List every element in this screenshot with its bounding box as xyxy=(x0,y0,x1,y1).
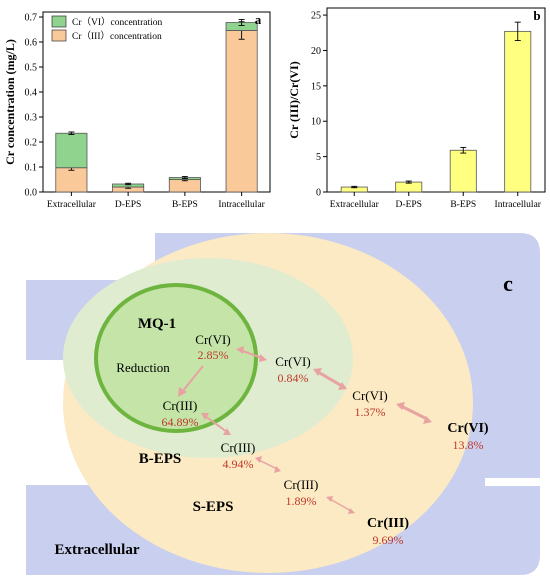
arrow-cr6-cell-beps xyxy=(239,349,263,359)
arrow-cr6-seps-out-head1 xyxy=(396,402,405,410)
panel-b-y-axis-label: Cr (III)/Cr(VI) xyxy=(287,61,301,138)
mq1-label: MQ-1 xyxy=(138,316,176,332)
cell-cr3-label: Cr(III) xyxy=(163,398,198,413)
panel-a-bars xyxy=(55,19,258,193)
extracellular-cr6-label: Cr(VI) xyxy=(447,421,489,436)
bar-cr-iii-concentration-extracellular xyxy=(55,167,88,193)
y-tick-label: 15 xyxy=(311,81,321,92)
panel-a-letter: a xyxy=(255,12,262,27)
panel-a: 0.0 0.1 0.2 0.3 0.4 0.5 0.6 0.7 Extracellular D-… xyxy=(3,11,271,210)
cell-cr6-percent: 2.85% xyxy=(198,348,229,362)
seps-cr6-label: Cr(VI) xyxy=(352,388,387,403)
beps-cr3-percent: 4.94% xyxy=(223,457,254,471)
y-tick-label: 0.0 xyxy=(25,188,38,199)
arrow-cr6-seps-out-head2 xyxy=(423,416,432,424)
arrow-reduction xyxy=(181,365,204,393)
panel-a-y-ticks: 0.0 0.1 0.2 0.3 0.4 0.5 0.6 0.7 xyxy=(25,13,43,199)
s-eps-label: S-EPS xyxy=(193,499,234,515)
beps-cr6-label: Cr(VI) xyxy=(275,354,310,369)
arrow-reduction-head xyxy=(178,387,187,397)
beps-cr3-label: Cr(III) xyxy=(221,440,256,455)
x-tick-label-extracellular: Extracellular xyxy=(330,200,380,210)
seps-cr3-percent: 1.89% xyxy=(286,494,317,508)
x-tick-label-intracellular: Intracellular xyxy=(218,200,265,210)
legend-label-cr-iii: Cr（III）concentration xyxy=(72,30,162,42)
bar-cr-iii-concentration-intracellular xyxy=(225,30,258,193)
cell-cr6-label: Cr(VI) xyxy=(195,332,230,347)
arrow-cr3-seps-out-head2 xyxy=(348,508,355,514)
y-tick-label: 0.6 xyxy=(25,38,38,49)
panel-b: 0 5 10 15 20 25 Extracellular D-EPS B-EPS Intrac… xyxy=(287,7,546,210)
arrow-cr3-beps-seps-head2 xyxy=(274,466,281,473)
legend-swatch-cr-vi xyxy=(51,15,67,28)
panel-b-y-ticks: 0 5 10 15 20 25 xyxy=(311,11,327,199)
mq1-cell xyxy=(94,283,258,433)
arrow-cr3-seps-out xyxy=(329,498,352,512)
reduction-label: Reduction xyxy=(116,360,170,375)
x-tick-label-b-eps: B-EPS xyxy=(172,200,198,210)
arrow-cr6-beps-seps-head1 xyxy=(313,368,322,376)
y-tick-label: 0.2 xyxy=(25,138,38,149)
x-tick-label-extracellular: Extracellular xyxy=(47,200,97,210)
seps-cr6-percent: 1.37% xyxy=(355,405,386,419)
arrow-cr3-beps-seps-head1 xyxy=(255,456,262,463)
arrow-cr6-seps-out xyxy=(400,404,428,421)
beps-cr6-percent: 0.84% xyxy=(278,371,309,385)
y-tick-label: 10 xyxy=(311,117,321,128)
extracellular-label: Extracellular xyxy=(55,542,140,558)
extracellular-cr3-percent: 9.69% xyxy=(373,533,404,547)
arrow-cr3-cell-beps xyxy=(204,415,228,433)
panel-a-x-ticks: Extracellular D-EPS B-EPS Intracellular xyxy=(47,192,266,210)
y-tick-label: 5 xyxy=(316,152,321,163)
y-tick-label: 0.1 xyxy=(25,163,38,174)
extracellular-cr6-percent: 13.8% xyxy=(453,438,484,452)
seps-cr3-label: Cr(III) xyxy=(284,477,319,492)
arrow-cr6-cell-beps-head1 xyxy=(236,346,244,354)
legend-swatch-cr-iii xyxy=(51,29,67,42)
panel-c: c MQ-1 Reduction B-EPS S-EPS Extracellul… xyxy=(26,233,540,575)
x-tick-label-b-eps: B-EPS xyxy=(450,200,476,210)
panel-a-y-axis-label: Cr concentration (mg/L) xyxy=(3,39,17,165)
arrow-cr6-beps-seps-head2 xyxy=(338,382,347,390)
y-tick-label: 0.3 xyxy=(25,113,38,124)
bar-cr-vi-concentration-extracellular xyxy=(55,132,88,169)
x-tick-label-d-eps: D-EPS xyxy=(396,200,422,210)
legend-label-cr-vi: Cr（VI）concentration xyxy=(72,16,162,28)
y-tick-label: 20 xyxy=(311,46,321,57)
y-tick-label: 0 xyxy=(316,188,321,199)
panel-b-letter: b xyxy=(533,8,540,23)
arrow-cr6-beps-seps xyxy=(317,370,343,388)
panel-a-legend: Cr（VI）concentration Cr（III）concentration xyxy=(51,15,162,42)
b-eps-label: B-EPS xyxy=(139,451,182,467)
x-tick-label-d-eps: D-EPS xyxy=(115,200,141,210)
y-tick-label: 0.7 xyxy=(25,13,38,24)
panel-c-letter: c xyxy=(503,271,513,296)
y-tick-label: 25 xyxy=(311,11,321,22)
flux-arrows xyxy=(178,346,432,514)
x-tick-label-intracellular: Intracellular xyxy=(495,200,542,210)
y-tick-label: 0.5 xyxy=(25,63,38,74)
arrow-cr3-cell-beps-head1 xyxy=(201,413,209,420)
arrow-cr3-seps-out-head1 xyxy=(326,496,333,502)
arrow-cr3-cell-beps-head2 xyxy=(223,428,231,435)
panel-b-x-ticks: Extracellular D-EPS B-EPS Intracellular xyxy=(330,192,542,210)
bar-series-b-eps xyxy=(449,149,477,193)
arrow-cr6-cell-beps-head2 xyxy=(259,354,267,362)
bar-series-intracellular xyxy=(504,30,532,193)
arrow-cr3-beps-seps xyxy=(258,459,278,470)
extracellular-cr3-label: Cr(III) xyxy=(367,516,409,531)
cell-cr3-percent: 64.89% xyxy=(162,415,199,429)
stripe-notch xyxy=(485,478,540,486)
y-tick-label: 0.4 xyxy=(25,88,38,99)
bar-cr-iii-concentration-b-eps xyxy=(168,179,201,193)
